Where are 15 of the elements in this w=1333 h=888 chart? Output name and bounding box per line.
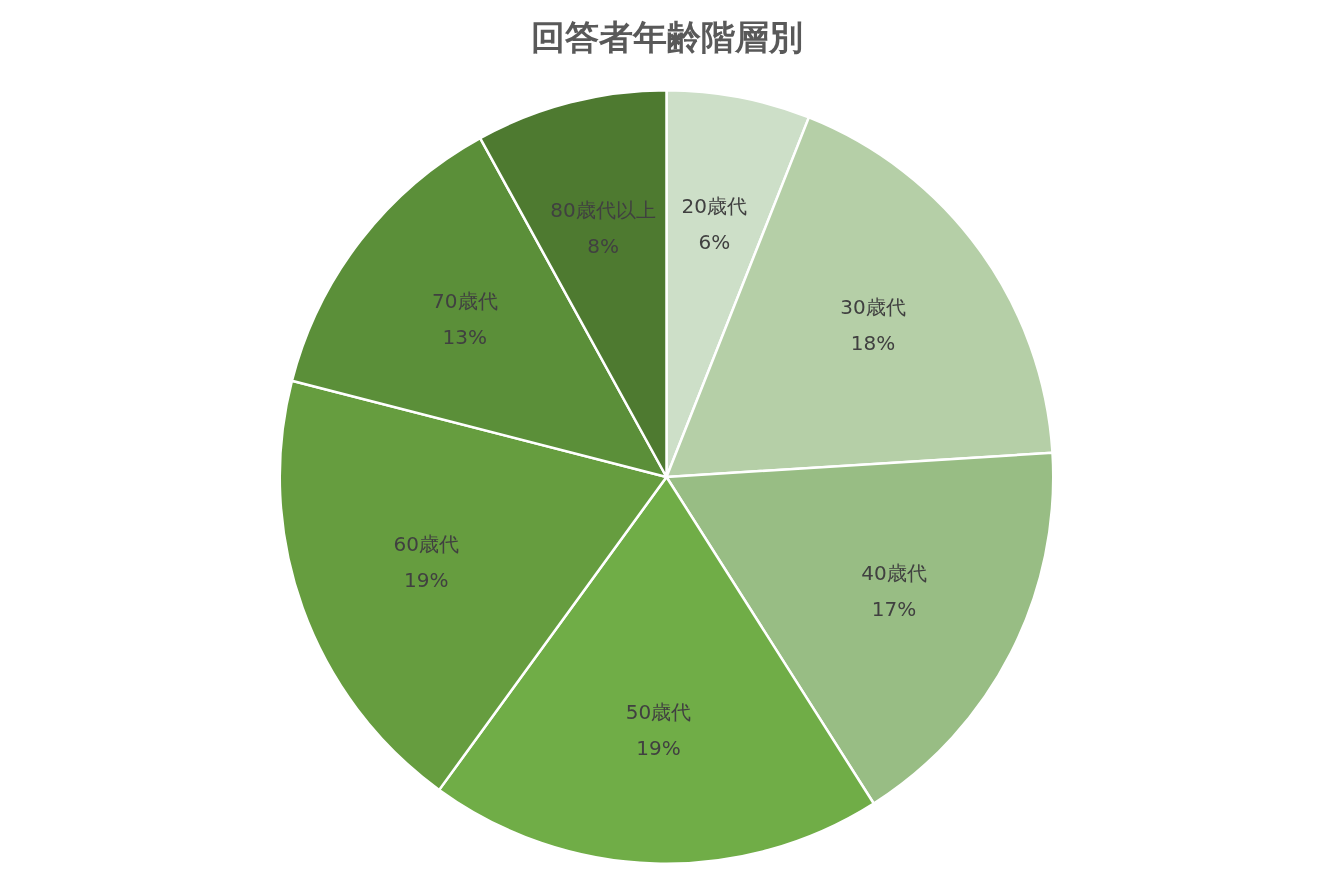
data-label: 17%: [871, 597, 917, 622]
data-label: 19%: [404, 567, 449, 592]
slice-label: 20歳代: [681, 194, 748, 219]
data-label: 19%: [636, 736, 681, 761]
slice-label: 60歳代: [393, 531, 460, 556]
data-label: 6%: [698, 230, 731, 255]
data-label: 8%: [587, 233, 619, 258]
data-label: 18%: [850, 331, 896, 356]
data-label: 13%: [442, 324, 488, 349]
slice-label: 40歳代: [861, 561, 927, 586]
chart-title: 回答者年齢階層別: [530, 16, 803, 57]
slice-label: 80歳代以上: [550, 197, 656, 222]
slice-label: 70歳代: [432, 288, 498, 313]
slice-label: 50歳代: [625, 700, 692, 725]
slice-label: 30歳代: [840, 295, 906, 320]
